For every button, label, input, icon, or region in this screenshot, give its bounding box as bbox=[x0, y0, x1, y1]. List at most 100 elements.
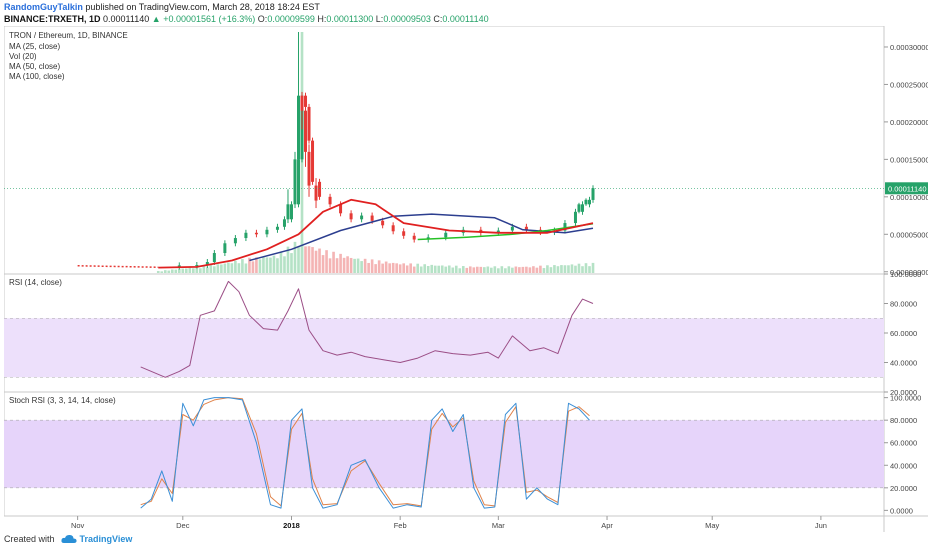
candle-body bbox=[328, 196, 332, 205]
candle-body bbox=[307, 151, 311, 186]
volume-bar bbox=[430, 264, 434, 273]
author-link[interactable]: RandomGuyTalkin bbox=[4, 2, 83, 12]
tradingview-brand: TradingView bbox=[79, 534, 133, 544]
footer: Created with TradingView bbox=[4, 534, 132, 544]
stoch-pane-title: Stoch RSI (3, 3, 14, 14, close) bbox=[9, 396, 116, 405]
rsi-tick-label: 60.0000 bbox=[890, 329, 917, 338]
volume-bar bbox=[339, 253, 342, 273]
stoch-tick-label: 0.0000 bbox=[890, 506, 913, 515]
volume-bar bbox=[195, 266, 199, 273]
candle-body bbox=[265, 229, 269, 235]
x-tick-label: Mar bbox=[492, 521, 505, 530]
volume-bar bbox=[230, 263, 234, 273]
volume-bar bbox=[451, 267, 455, 273]
candle-body bbox=[360, 215, 364, 220]
volume-bar bbox=[546, 265, 549, 273]
volume-bar bbox=[244, 263, 248, 273]
candle-body bbox=[297, 159, 301, 205]
candle-body bbox=[289, 204, 293, 220]
volume-bar bbox=[216, 264, 220, 273]
volume-bar bbox=[412, 266, 416, 273]
volume-bar bbox=[437, 265, 441, 273]
price-pane: 0.00030000 0.00025000 0.00020000 0.00015000… bbox=[4, 31, 928, 277]
chart-area[interactable]: 0.00030000 0.00025000 0.00020000 0.00015000… bbox=[4, 26, 928, 532]
candle-body bbox=[381, 220, 385, 226]
volume-bar bbox=[479, 266, 483, 273]
volume-bar bbox=[283, 256, 286, 273]
candle-body bbox=[591, 188, 595, 200]
volume-bar bbox=[248, 257, 251, 273]
rsi-tick-label: 100.0000 bbox=[890, 270, 921, 279]
volume-bar bbox=[262, 257, 265, 273]
x-tick-label: Apr bbox=[601, 521, 613, 530]
volume-bar bbox=[174, 269, 178, 273]
volume-bar bbox=[577, 263, 581, 273]
candle-body bbox=[587, 199, 591, 205]
rsi-pane: 100.0000 80.0000 60.0000 40.0000 20.0000 RSI … bbox=[4, 270, 921, 397]
volume-bar bbox=[160, 271, 164, 273]
low-value: 0.00009503 bbox=[383, 14, 431, 24]
stoch-tick-label: 60.0000 bbox=[890, 439, 917, 448]
volume-bar bbox=[209, 265, 213, 273]
volume-bar bbox=[272, 255, 276, 273]
candle-body bbox=[580, 204, 584, 212]
candle-body bbox=[212, 253, 216, 263]
volume-bar bbox=[556, 266, 560, 273]
price-tick-label: 0.00020000 bbox=[890, 118, 928, 127]
volume-bar bbox=[444, 266, 448, 273]
candle-body bbox=[412, 235, 416, 240]
candle-body bbox=[304, 110, 308, 152]
candle-body bbox=[370, 215, 374, 221]
last-price-tag-label: 0.00011140 bbox=[888, 184, 927, 193]
volume-bar bbox=[199, 268, 202, 273]
candle-body bbox=[205, 262, 209, 266]
last-price: 0.00011140 bbox=[103, 14, 150, 24]
volume-bar bbox=[542, 268, 546, 273]
volume-bar bbox=[398, 264, 402, 273]
volume-bar bbox=[504, 268, 507, 273]
candles bbox=[177, 31, 595, 270]
volume-bar bbox=[163, 270, 167, 273]
volume-bar bbox=[391, 262, 395, 273]
volume-bar bbox=[468, 266, 472, 273]
close-value: 0.00011140 bbox=[442, 14, 489, 24]
volume-bar bbox=[346, 256, 349, 273]
stoch-tick-label: 100.0000 bbox=[890, 394, 921, 403]
volume-bar bbox=[293, 241, 297, 273]
candle-body bbox=[282, 219, 286, 227]
indicator-legend-item: MA (25, close) bbox=[9, 42, 60, 51]
candle-body bbox=[577, 204, 581, 212]
x-tick-label: Feb bbox=[394, 521, 407, 530]
volume-bar bbox=[170, 269, 174, 273]
volume-bar bbox=[521, 266, 525, 273]
candle-body bbox=[177, 265, 181, 267]
candle-body bbox=[402, 231, 406, 236]
volume-bar bbox=[574, 265, 577, 273]
candle-body bbox=[584, 199, 588, 205]
volume-bar bbox=[514, 266, 518, 273]
volume-bar bbox=[490, 267, 493, 273]
volume-bar bbox=[318, 248, 321, 273]
volume-bar bbox=[360, 261, 363, 273]
volume-bar bbox=[465, 267, 469, 273]
volume-bar bbox=[265, 257, 269, 273]
ma100-line bbox=[417, 223, 594, 241]
tradingview-logo[interactable]: TradingView bbox=[60, 534, 133, 544]
rsi-tick-label: 20.0000 bbox=[890, 388, 917, 397]
candle-body bbox=[223, 243, 227, 254]
candle-body bbox=[391, 225, 395, 232]
volume-bar bbox=[241, 259, 244, 273]
pre-listing-line bbox=[77, 265, 159, 269]
volume-bar bbox=[433, 265, 437, 273]
rsi-band bbox=[4, 318, 884, 378]
stoch-k-line bbox=[140, 397, 590, 509]
open-value: 0.00009599 bbox=[267, 14, 315, 24]
high-label: H: bbox=[317, 14, 327, 24]
volume-bar bbox=[370, 259, 374, 273]
volume-bar bbox=[426, 266, 430, 273]
volume-bars bbox=[156, 31, 595, 273]
chart-panes: 0.00030000 0.00025000 0.00020000 0.00015000… bbox=[4, 26, 928, 532]
volume-bar bbox=[227, 262, 230, 273]
candle-body bbox=[573, 211, 577, 224]
volume-bar bbox=[290, 253, 293, 273]
